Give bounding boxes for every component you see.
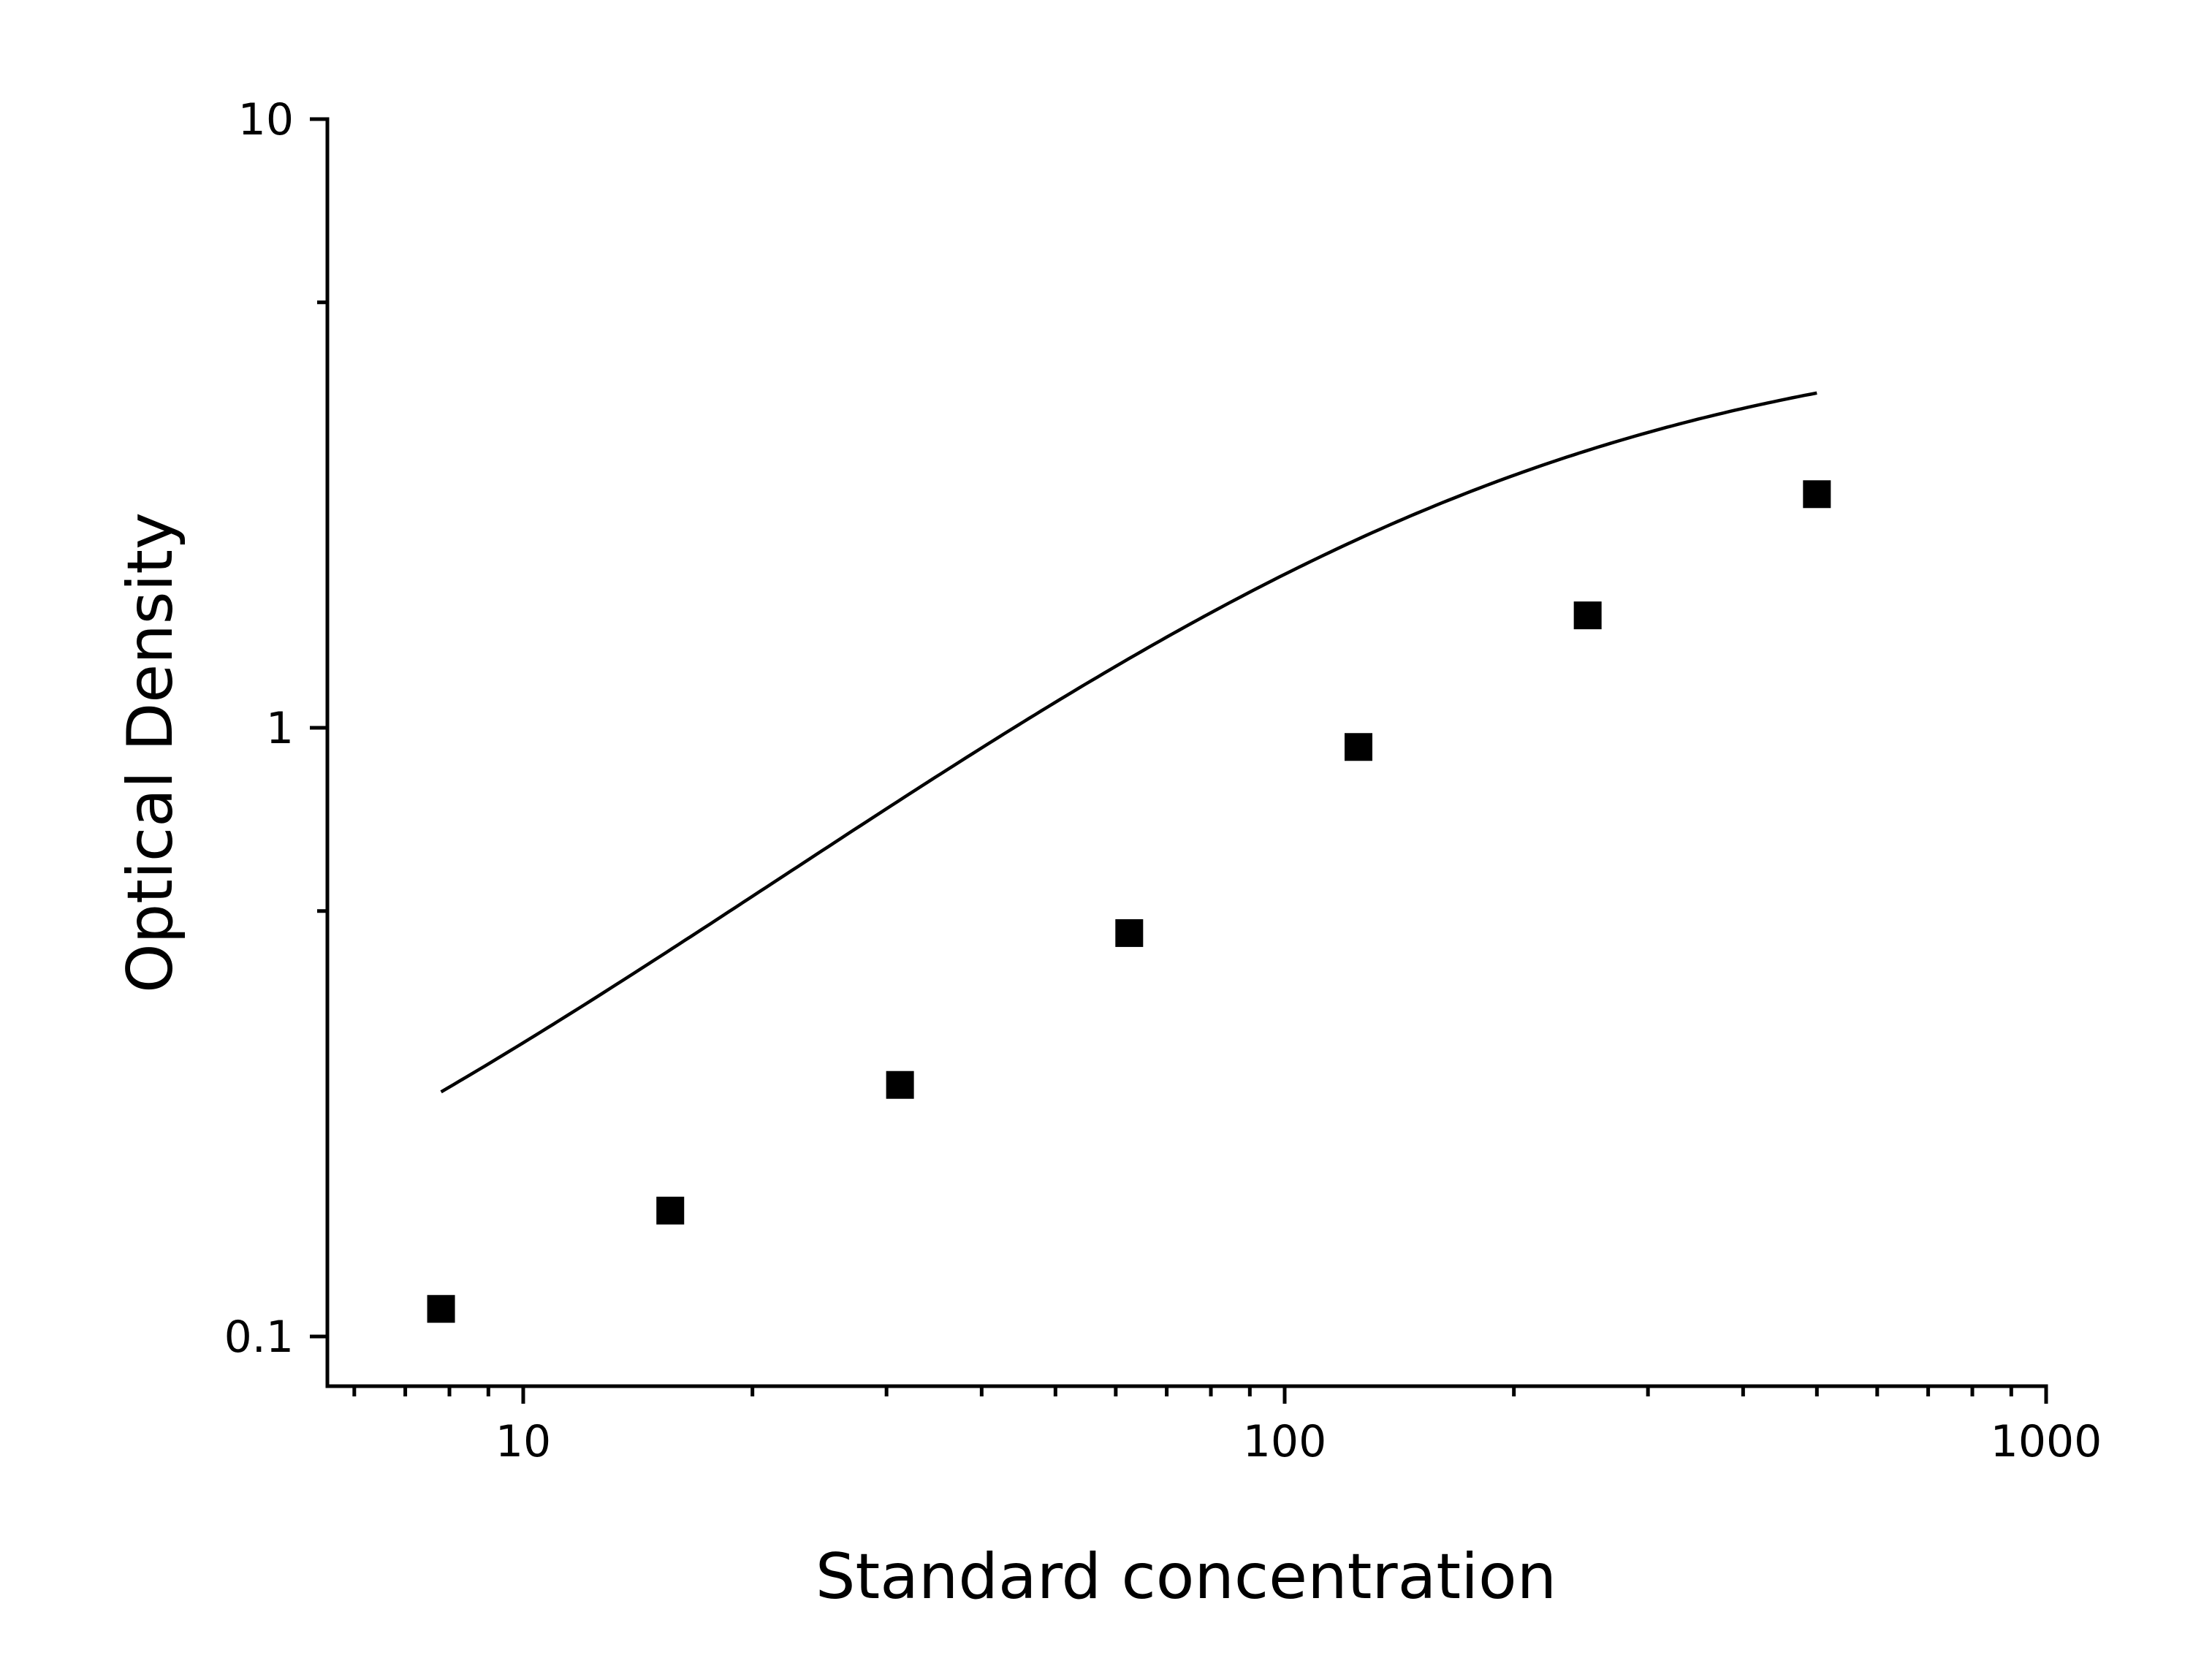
- x-tick-label: 1000: [1991, 1416, 2102, 1467]
- data-points: [427, 480, 1831, 1323]
- data-point: [1573, 601, 1602, 630]
- y-tick-label: 10: [238, 94, 294, 145]
- fit-curve: [440, 391, 1817, 1094]
- x-ticks: [352, 1386, 2048, 1404]
- data-point: [1115, 919, 1144, 947]
- x-tick-labels: 10 100 1000: [495, 1416, 2102, 1467]
- x-tick-label: 100: [1243, 1416, 1327, 1467]
- data-point: [427, 1295, 455, 1323]
- y-tick-label: 0.1: [224, 1312, 294, 1363]
- y-axis-title: Optical Density: [114, 512, 187, 993]
- y-ticks: [310, 117, 327, 1339]
- data-point: [886, 1071, 914, 1099]
- x-tick-label: 10: [495, 1416, 551, 1467]
- data-point: [656, 1196, 685, 1225]
- x-axis-title: Standard concentration: [816, 1540, 1557, 1613]
- y-tick-labels: 0.1 1 10: [224, 94, 294, 1363]
- data-point: [1803, 480, 1831, 509]
- data-point: [1344, 733, 1372, 761]
- axes: [325, 117, 2048, 1388]
- y-tick-label: 1: [266, 703, 294, 754]
